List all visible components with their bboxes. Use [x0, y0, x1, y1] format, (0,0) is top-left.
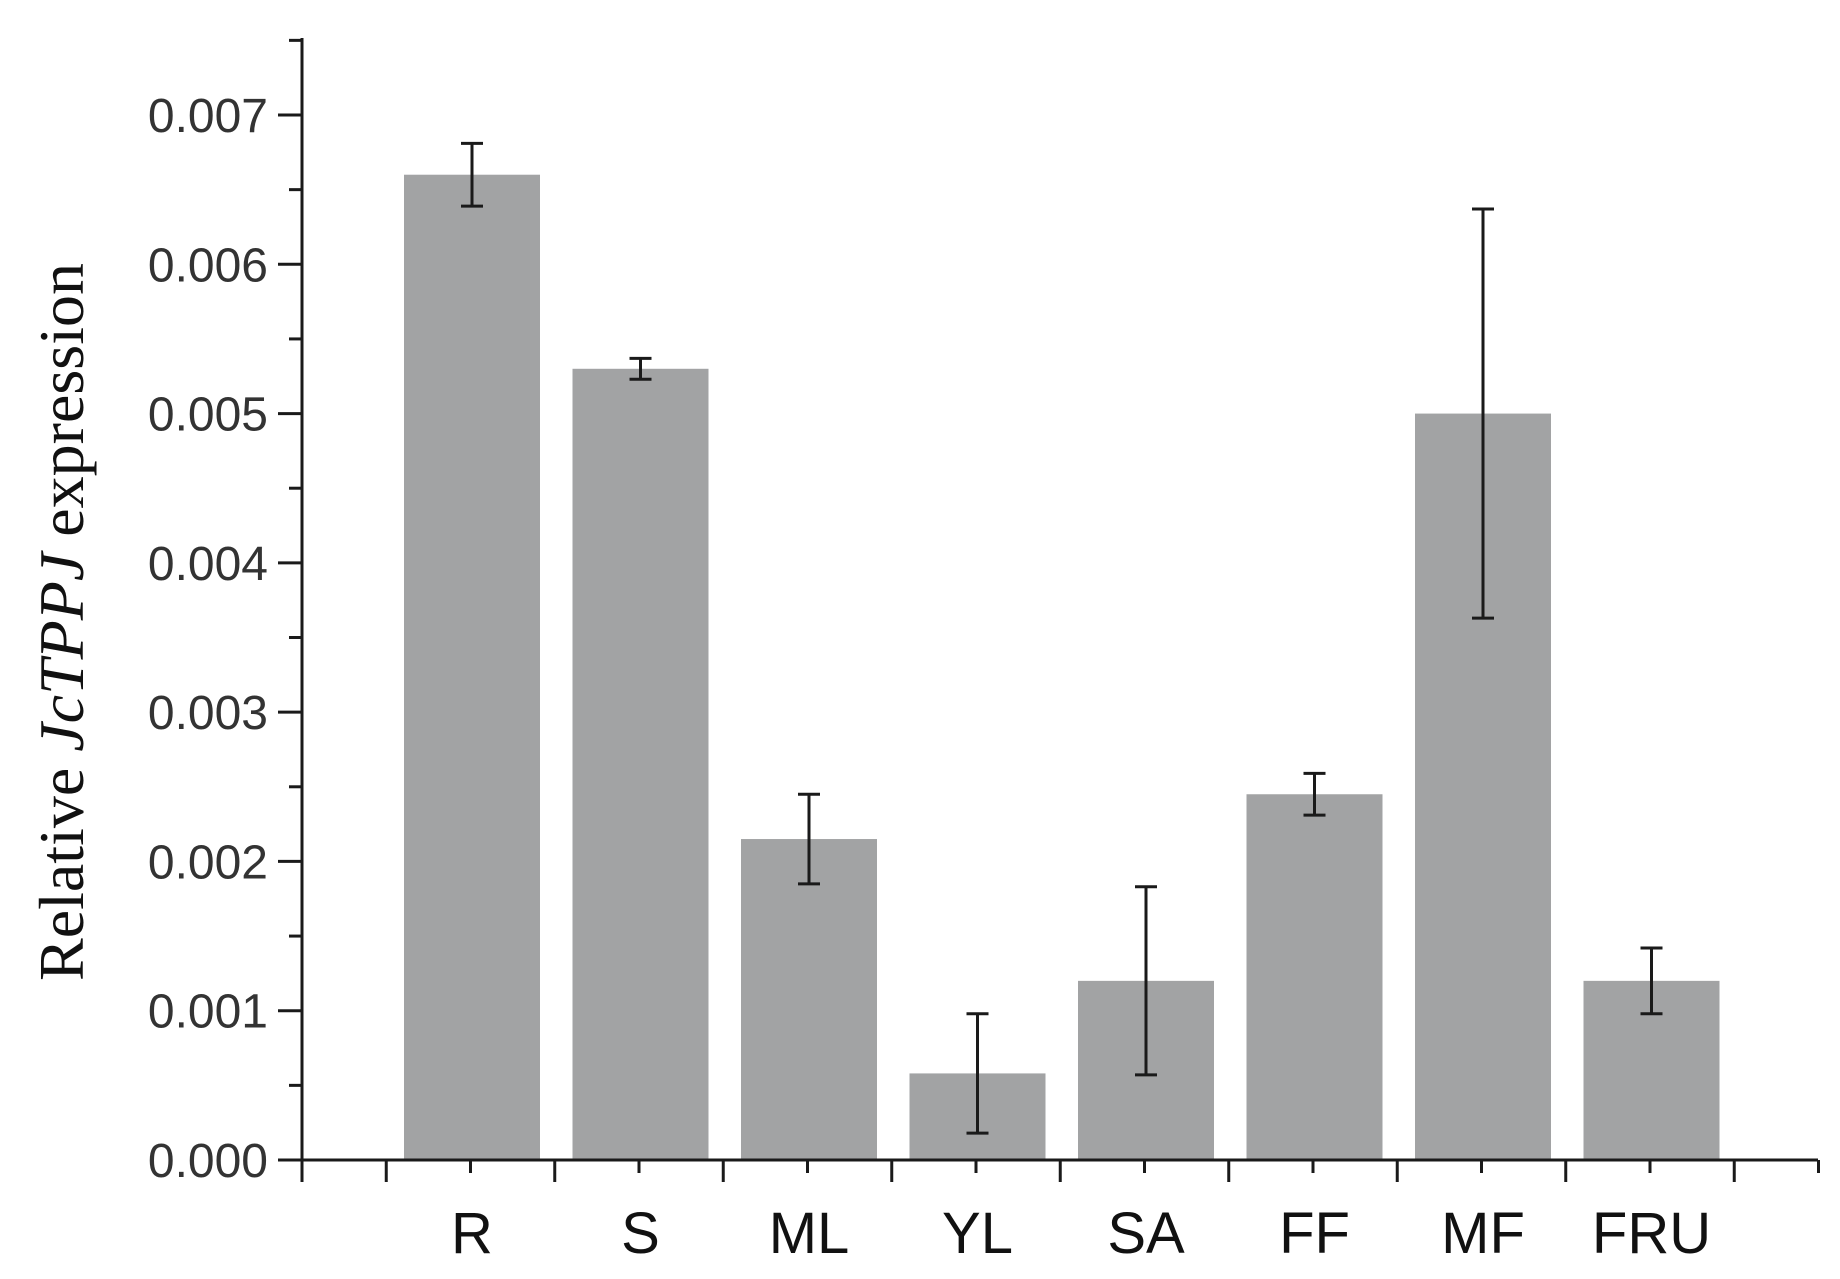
y-axis-title: Relative JcTPPJ expression	[26, 263, 97, 981]
y-axis-label-gene: JcTPPJ	[26, 550, 97, 752]
labels-layer: R S ML YL SA FF MF FRU 0.000 0.001 0.002 0.003 0.004…	[148, 90, 1711, 1266]
bars-layer	[404, 174, 1720, 1161]
y-tick-label-0: 0.000	[148, 1135, 268, 1188]
y-tick-label-4: 0.004	[148, 538, 268, 591]
bar-r	[404, 174, 540, 1160]
bar-ml	[741, 839, 877, 1160]
y-tick-label-3: 0.003	[148, 687, 268, 740]
x-tick-label-r: R	[451, 1201, 493, 1266]
x-tick-label-ff: FF	[1279, 1201, 1350, 1266]
y-tick-label-5: 0.005	[148, 389, 268, 442]
y-axis-label-suffix: expression	[26, 263, 97, 553]
y-axis-label-prefix: Relative	[26, 752, 97, 981]
y-tick-label-1: 0.001	[148, 986, 268, 1039]
y-axis-label: Relative JcTPPJ expression	[26, 263, 97, 981]
y-tick-label-6: 0.006	[148, 239, 268, 292]
y-tick-label-2: 0.002	[148, 836, 268, 889]
x-tick-label-sa: SA	[1107, 1201, 1185, 1266]
x-tick-label-s: S	[621, 1201, 660, 1266]
x-tick-label-yl: YL	[942, 1201, 1013, 1266]
x-tick-label-mf: MF	[1441, 1201, 1525, 1266]
bar-ff	[1246, 794, 1383, 1160]
x-tick-label-ml: ML	[769, 1201, 850, 1266]
x-tick-label-fru: FRU	[1592, 1201, 1711, 1266]
bar-s	[572, 368, 709, 1160]
y-tick-label-7: 0.007	[148, 90, 268, 143]
axes-layer	[278, 38, 1820, 1182]
error-bars-layer	[461, 141, 1663, 1135]
